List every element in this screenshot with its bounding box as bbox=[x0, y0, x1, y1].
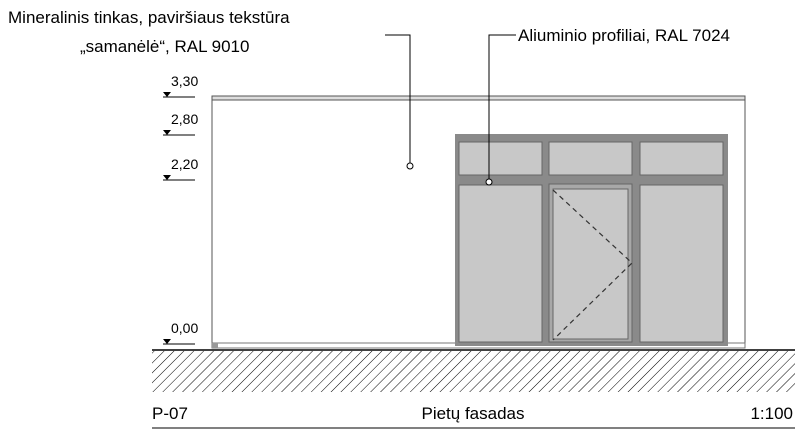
title-block: P-07 Pietų fasadas 1:100 bbox=[152, 404, 795, 429]
level-label: 3,30 bbox=[171, 73, 198, 89]
drawing-scale: 1:100 bbox=[750, 404, 793, 423]
drawing-code: P-07 bbox=[152, 404, 188, 423]
level-label: 2,20 bbox=[171, 156, 198, 172]
level-label: 0,00 bbox=[171, 320, 198, 336]
annotation-text: Mineralinis tinkas, paviršiaus tekstūra bbox=[8, 8, 290, 27]
ground bbox=[152, 349, 795, 392]
level-markers: 3,30 2,80 2,20 0,00 bbox=[163, 73, 198, 345]
level-label: 2,80 bbox=[171, 111, 198, 127]
drawing-title: Pietų fasadas bbox=[421, 404, 524, 423]
annotation-text: „samanėlė“, RAL 9010 bbox=[80, 37, 249, 56]
annotation-text: Aliuminio profiliai, RAL 7024 bbox=[518, 26, 730, 45]
annotations: Mineralinis tinkas, paviršiaus tekstūra … bbox=[8, 8, 730, 186]
aluminium-window bbox=[455, 134, 728, 346]
